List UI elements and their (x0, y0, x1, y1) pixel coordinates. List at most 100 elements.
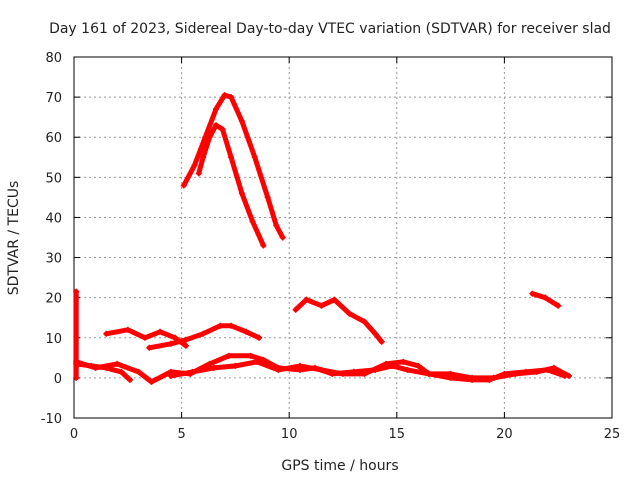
data-point (238, 190, 245, 197)
data-point (213, 106, 220, 113)
data-point (512, 370, 519, 377)
data-point (247, 352, 254, 359)
x-tick-label: 0 (70, 427, 78, 442)
data-point (180, 182, 187, 189)
data-point (200, 330, 207, 337)
series-line (168, 359, 572, 381)
series-arc-mid-4 (529, 290, 562, 309)
data-point (426, 370, 433, 377)
data-point (378, 338, 385, 345)
data-point (73, 374, 80, 381)
data-point (167, 372, 174, 379)
x-tick-label: 20 (496, 427, 513, 442)
data-point (555, 302, 562, 309)
data-point (217, 322, 224, 329)
y-tick-label: 10 (45, 332, 62, 347)
data-point (279, 234, 286, 241)
data-point (550, 364, 557, 371)
y-tick-label: 40 (45, 211, 62, 226)
data-point (469, 374, 476, 381)
data-point (253, 358, 260, 365)
series-line (103, 327, 189, 349)
y-tick-label: -10 (41, 412, 62, 427)
data-point (200, 154, 207, 161)
series-line (196, 122, 266, 248)
x-tick-label: 25 (604, 427, 621, 442)
data-point (264, 194, 271, 201)
series-layer (73, 92, 572, 385)
series-arc-mid-3 (292, 296, 385, 345)
data-point (219, 126, 226, 133)
data-point (361, 370, 368, 377)
data-point (318, 366, 325, 373)
data-point (189, 368, 196, 375)
data-point (228, 322, 235, 329)
data-point (340, 370, 346, 377)
data-point (118, 368, 125, 375)
data-point (565, 372, 572, 379)
data-point (228, 94, 235, 101)
data-point (182, 342, 189, 349)
series-line (293, 297, 385, 345)
data-point (292, 306, 299, 313)
data-point (383, 360, 390, 367)
data-point (542, 294, 549, 301)
y-tick-label: 20 (45, 292, 62, 307)
data-point (238, 118, 245, 125)
series-arc-high-1 (180, 92, 286, 241)
y-tick-label: 50 (45, 171, 62, 186)
data-point (533, 368, 540, 375)
x-tick-label: 10 (281, 427, 298, 442)
series-base-3 (167, 358, 572, 381)
tick-labels: 0 5 10 15 20 25 -10 0 10 20 30 40 50 60 70 80 (41, 51, 621, 442)
data-point (232, 362, 239, 369)
data-point (447, 370, 454, 377)
data-point (124, 326, 131, 333)
series-arc-high-2 (195, 122, 267, 249)
data-point (221, 92, 228, 99)
data-point (148, 378, 155, 385)
data-point (142, 334, 149, 341)
data-point (114, 360, 121, 367)
data-point (103, 330, 110, 337)
data-point (243, 328, 250, 335)
data-point (296, 362, 303, 369)
data-point (251, 154, 258, 161)
data-point (346, 310, 353, 317)
data-point (92, 364, 99, 371)
data-point (415, 362, 422, 369)
y-tick-label: 70 (45, 91, 62, 106)
data-point (404, 366, 411, 373)
data-point (172, 334, 179, 341)
x-tick-label: 5 (177, 427, 185, 442)
y-tick-label: 80 (45, 51, 62, 66)
axis-ticks (73, 56, 613, 419)
data-point (529, 290, 536, 297)
plot-frame (73, 56, 613, 419)
grid-lines (74, 57, 612, 418)
data-point (273, 222, 280, 229)
data-point (361, 318, 368, 325)
chart-title: Day 161 of 2023, Sidereal Day-to-day VTE… (49, 21, 611, 37)
data-point (206, 360, 213, 367)
y-tick-label: 30 (45, 252, 62, 267)
x-tick-label: 15 (389, 427, 406, 442)
data-point (256, 334, 263, 341)
data-point (490, 374, 497, 381)
data-point (228, 154, 235, 161)
data-point (249, 218, 256, 225)
data-point (225, 352, 232, 359)
data-point (331, 296, 338, 303)
data-point (126, 376, 133, 383)
x-axis-label: GPS time / hours (281, 458, 398, 474)
data-point (146, 344, 153, 351)
data-point (157, 328, 164, 335)
data-point (195, 170, 202, 177)
series-singles (73, 288, 80, 381)
series-arc-mid-1 (103, 326, 189, 349)
y-axis-label: SDTVAR / TECUs (6, 181, 22, 296)
data-point (210, 364, 217, 371)
y-tick-label: 0 (54, 372, 62, 387)
data-point (303, 296, 310, 303)
